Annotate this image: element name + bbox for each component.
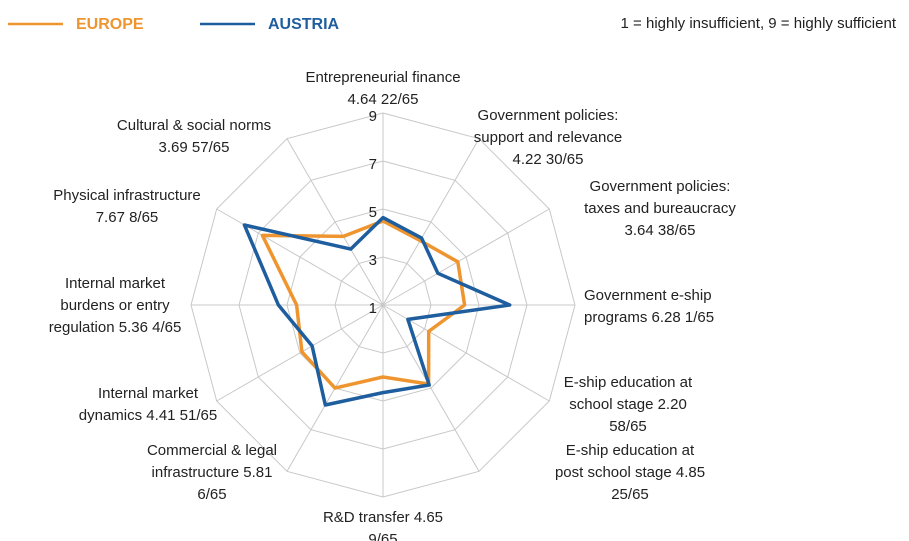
category-label: Government policies: — [590, 178, 731, 195]
category-label: taxes and bureaucracy — [584, 200, 736, 217]
category-label: school stage 2.20 — [569, 396, 687, 413]
r-tick-label: 5 — [369, 204, 377, 221]
spoke — [382, 304, 550, 402]
r-tick-label: 3 — [369, 252, 377, 269]
spoke — [216, 304, 384, 402]
spoke — [216, 208, 384, 306]
category-label: Entrepreneurial finance — [305, 69, 460, 86]
category-label: 9/65 — [368, 531, 397, 541]
category-label: 6/65 — [197, 486, 226, 503]
category-label: Physical infrastructure — [53, 187, 201, 204]
category-label: 7.67 8/65 — [96, 209, 159, 226]
r-tick-label: 9 — [369, 108, 377, 125]
category-label: 25/65 — [611, 486, 649, 503]
category-label: 4.64 22/65 — [348, 91, 419, 108]
scale-note: 1 = highly insufficient, 9 = highly suff… — [621, 15, 897, 32]
r-tick-label: 1 — [369, 300, 377, 317]
category-label: R&D transfer 4.65 — [323, 509, 443, 526]
series-line — [260, 219, 467, 390]
category-label: Internal market — [65, 275, 166, 292]
category-label: E-ship education at — [566, 442, 695, 459]
spoke — [286, 138, 384, 306]
category-label: 4.22 30/65 — [513, 151, 584, 168]
category-label: Cultural & social norms — [117, 117, 271, 134]
category-label: post school stage 4.85 — [555, 464, 705, 481]
category-label: 58/65 — [609, 418, 647, 435]
category-label: infrastructure 5.81 — [152, 464, 273, 481]
legend-label: EUROPE — [76, 16, 144, 33]
category-label: support and relevance — [474, 129, 622, 146]
category-label: regulation 5.36 4/65 — [49, 319, 182, 336]
category-label: dynamics 4.41 51/65 — [79, 407, 217, 424]
category-label: programs 6.28 1/65 — [584, 309, 714, 326]
category-label: Government policies: — [478, 107, 619, 124]
category-label: 3.64 38/65 — [625, 222, 696, 239]
category-label: 3.69 57/65 — [159, 139, 230, 156]
series-line — [242, 215, 512, 407]
category-label: Commercial & legal — [147, 442, 277, 459]
category-label: burdens or entry — [60, 297, 170, 314]
category-label: Internal market — [98, 385, 199, 402]
r-tick-label: 7 — [369, 156, 377, 173]
category-label: E-ship education at — [564, 374, 693, 391]
legend-label: AUSTRIA — [268, 16, 340, 33]
spoke — [382, 138, 480, 306]
spoke — [382, 208, 550, 306]
spoke — [382, 304, 480, 472]
category-label: Government e-ship — [584, 287, 712, 304]
